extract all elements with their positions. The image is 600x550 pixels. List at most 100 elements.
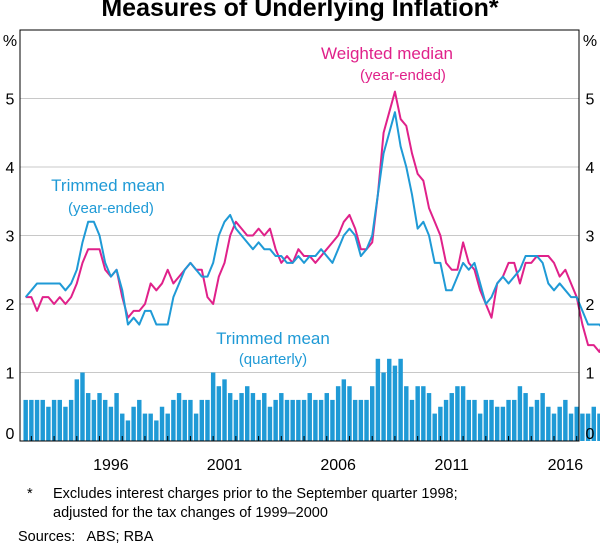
quarterly-bar xyxy=(313,399,318,441)
quarterly-bar xyxy=(500,406,506,441)
quarterly-bar xyxy=(131,406,136,441)
quarterly-bar xyxy=(63,406,68,441)
quarterly-bar xyxy=(182,399,187,441)
quarterly-bar xyxy=(40,399,45,441)
quarterly-bar xyxy=(256,399,261,441)
quarterly-bar xyxy=(91,399,97,441)
quarterly-bar xyxy=(250,393,256,441)
label-trimmed-mean-quarterly: Trimmed mean xyxy=(216,329,330,348)
y-tick-label-right: 1 xyxy=(586,366,595,383)
quarterly-bar xyxy=(546,406,551,441)
quarterly-bars xyxy=(23,358,600,441)
quarterly-bar xyxy=(205,399,210,441)
quarterly-bar xyxy=(137,399,142,441)
quarterly-bar xyxy=(335,386,341,441)
axis-ticks: 0 0 1 1 2 2 3 3 4 4 5 5 1996 2001 2006 2011 2016 xyxy=(6,92,595,475)
quarterly-bar xyxy=(381,372,386,441)
quarterly-bar xyxy=(108,406,114,441)
y-unit-label-left: % xyxy=(3,33,17,50)
quarterly-bar xyxy=(352,399,358,441)
y-tick-label-right: 3 xyxy=(586,229,595,246)
quarterly-bar xyxy=(421,386,426,441)
quarterly-bar xyxy=(267,406,273,441)
quarterly-bar xyxy=(375,358,381,441)
footnote-line-2: adjusted for the tax changes of 1999–200… xyxy=(53,505,328,521)
quarterly-bar xyxy=(46,406,51,441)
label-trimmed-mean-yearly-sub: (year-ended) xyxy=(68,200,154,217)
quarterly-bar xyxy=(318,399,324,441)
quarterly-bar xyxy=(460,386,466,441)
quarterly-bar xyxy=(347,386,352,441)
quarterly-bar xyxy=(370,386,375,441)
y-unit-label-right: % xyxy=(583,33,597,50)
quarterly-bar xyxy=(540,393,545,441)
quarterly-bar xyxy=(398,358,403,441)
trimmed-mean-yearly-line xyxy=(24,111,600,327)
quarterly-bar xyxy=(455,386,460,441)
quarterly-bar xyxy=(227,393,233,441)
y-tick-label-right: 4 xyxy=(586,160,595,177)
quarterly-bar xyxy=(580,413,585,441)
footnote-line-1: Excludes interest charges prior to the S… xyxy=(53,486,458,502)
quarterly-bar xyxy=(443,399,449,441)
y-tick-label-left: 0 xyxy=(6,426,15,443)
quarterly-bar xyxy=(494,406,500,441)
quarterly-bar xyxy=(193,413,199,441)
quarterly-bar xyxy=(477,413,483,441)
quarterly-bar xyxy=(176,393,182,441)
quarterly-bar xyxy=(568,413,574,441)
quarterly-bar xyxy=(585,413,591,441)
quarterly-bar xyxy=(534,399,540,441)
label-trimmed-mean-quarterly-sub: (quarterly) xyxy=(239,351,307,368)
quarterly-bar xyxy=(392,365,398,441)
y-tick-label-left: 4 xyxy=(6,160,15,177)
quarterly-bar xyxy=(296,399,301,441)
quarterly-bar xyxy=(517,386,523,441)
weighted-median-line xyxy=(25,90,600,353)
quarterly-bar xyxy=(415,386,420,441)
quarterly-bar xyxy=(51,399,57,441)
y-tick-label-right: 0 xyxy=(586,426,595,443)
quarterly-bar xyxy=(80,372,85,441)
footnote-marker: * xyxy=(27,486,33,502)
quarterly-bar xyxy=(341,379,347,441)
quarterly-bar xyxy=(233,399,239,441)
y-tick-label-left: 3 xyxy=(6,229,15,246)
quarterly-bar xyxy=(563,399,568,441)
quarterly-bar xyxy=(114,393,119,441)
label-weighted-median: Weighted median xyxy=(321,44,453,63)
quarterly-bar xyxy=(358,399,364,441)
series-labels: Weighted median (year-ended) Trimmed mea… xyxy=(51,44,453,368)
label-weighted-median-sub: (year-ended) xyxy=(360,67,446,84)
quarterly-bar xyxy=(57,399,62,441)
y-tick-label-left: 5 xyxy=(6,92,15,109)
quarterly-bar xyxy=(387,358,392,441)
y-tick-label-right: 2 xyxy=(586,297,595,314)
y-tick-label-left: 2 xyxy=(6,297,15,314)
quarterly-bar xyxy=(324,393,329,441)
quarterly-bar xyxy=(245,386,250,441)
y-tick-label-right: 5 xyxy=(586,92,595,109)
quarterly-bar xyxy=(307,393,312,441)
quarterly-bar xyxy=(591,406,596,441)
quarterly-bar xyxy=(29,399,34,441)
quarterly-bar xyxy=(506,399,511,441)
x-tick-label: 2006 xyxy=(320,457,356,474)
quarterly-bar xyxy=(364,399,369,441)
quarterly-bar xyxy=(23,399,28,441)
quarterly-bar xyxy=(301,399,307,441)
chart-title: Measures of Underlying Inflation* xyxy=(101,0,499,22)
quarterly-bar xyxy=(125,420,131,441)
quarterly-bar xyxy=(279,393,284,441)
quarterly-bar xyxy=(574,406,579,441)
footnote: * Excludes interest charges prior to the… xyxy=(27,485,587,523)
quarterly-bar xyxy=(103,399,108,441)
quarterly-bar xyxy=(154,420,159,441)
quarterly-bar xyxy=(199,399,204,441)
quarterly-bar xyxy=(438,406,443,441)
quarterly-bar xyxy=(426,393,432,441)
quarterly-bar xyxy=(165,413,170,441)
quarterly-bar xyxy=(472,399,477,441)
x-tick-label: 2016 xyxy=(548,457,584,474)
gridlines xyxy=(20,98,579,373)
